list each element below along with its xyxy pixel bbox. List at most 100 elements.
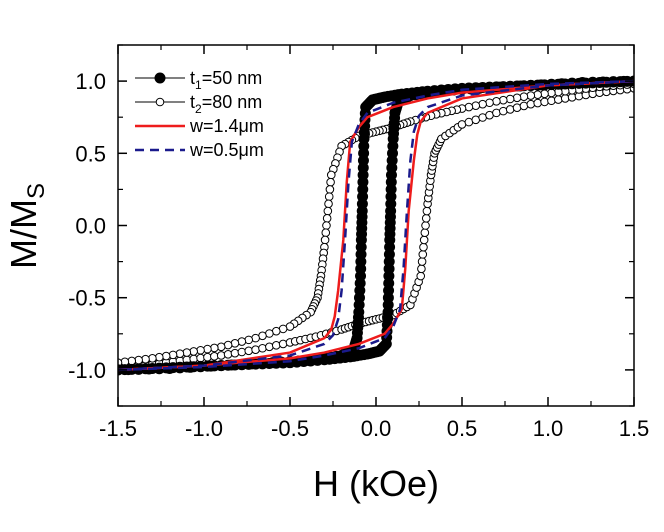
data-point [540,97,549,107]
data-point [244,346,254,356]
series-line-2-branch-1 [118,79,634,372]
data-point [418,250,428,259]
y-axis-title: M/MS [3,183,50,269]
data-point [325,185,335,194]
data-point [498,95,508,105]
y-tick-label: -1.0 [68,358,106,383]
data-point [533,98,542,108]
data-point [485,98,494,108]
legend-item-3: w=0.5μm [135,140,264,160]
x-tick-label: 1.0 [533,416,564,441]
series-2 [118,79,634,372]
data-point [161,351,171,361]
data-point [141,354,150,364]
data-point [322,221,331,230]
y-tick-label: 0.0 [75,214,106,239]
data-point [322,213,332,223]
data-point [203,344,212,354]
x-tick-label: 0.5 [447,416,478,441]
data-point [196,353,205,363]
tick-labels-layer: -1.5 -1.0 -0.5 0.0 0.5 1.0 1.5 -1.0 -0.5 0.0 0.5 1.… [68,69,649,441]
data-point [324,199,333,209]
data-point [134,355,143,365]
y-tick-label: 1.0 [75,69,106,94]
legend-item-1: t2=80 nm [135,92,262,116]
legend-item-0: t1=50 nm [135,68,262,92]
legend-item-2: w=1.4μm [135,116,264,136]
data-point [127,356,137,366]
data-point [189,347,198,356]
data-point [526,91,536,100]
data-point [540,89,549,99]
x-axis-title: H (kOe) [313,463,439,504]
data-point [324,192,334,201]
data-point [478,99,487,109]
data-point [320,235,330,245]
y-tick-label: -0.5 [68,286,106,311]
data-point [498,106,508,116]
data-point [421,221,430,230]
data-point [326,170,336,180]
y-tick-label: 0.5 [75,141,106,166]
data-point [148,354,157,363]
data-point [265,342,274,352]
data-point [326,177,335,187]
data-point [168,350,178,360]
series-line-3-branch-0 [118,79,634,372]
data-point [519,92,529,101]
data-point [464,102,474,112]
data-point [210,352,219,361]
data-point [237,347,247,357]
data-point [471,101,481,110]
data-point [223,340,233,350]
data-point [419,242,428,252]
data-point [417,257,427,266]
data-point [422,206,432,216]
data-point [230,348,240,358]
ticks-layer [117,44,635,407]
legend-label: w=0.5μm [189,140,264,160]
legend-label: t2=80 nm [190,92,262,116]
data-point [512,103,522,112]
x-tick-label: 1.5 [619,416,650,441]
data-point [182,348,192,357]
data-point [420,228,430,238]
data-point [323,206,333,216]
data-point [196,345,205,355]
data-point [321,228,331,238]
data-point [416,271,426,281]
legend-swatch-marker [155,97,165,107]
data-point [533,90,542,99]
series-3 [118,79,634,372]
data-point [512,93,522,103]
y-axis-title-main: M/M [3,199,44,269]
legend-label: w=1.4μm [189,116,264,136]
data-point [278,339,288,349]
data-point [216,342,226,352]
data-point [223,350,233,359]
x-tick-label: -0.5 [271,416,309,441]
data-point [251,345,260,354]
series-line-2-branch-0 [118,79,634,372]
y-axis-title-sub: S [23,183,50,199]
data-point [237,337,247,346]
data-point [560,94,570,103]
legend-label: t1=50 nm [190,68,262,92]
data-point [421,213,431,223]
data-point [244,335,254,345]
data-point [271,341,281,350]
series-line-3-branch-1 [118,79,634,372]
data-point [210,343,219,353]
data-point [492,97,501,106]
data-point [547,96,556,106]
data-point [216,351,226,360]
data-point [154,352,164,362]
data-point [251,333,260,343]
data-point [547,88,556,98]
svg-text:M/MS: M/MS [3,183,50,269]
x-tick-label: 0.0 [361,416,392,441]
data-point [519,101,529,111]
series-layer [118,75,634,376]
